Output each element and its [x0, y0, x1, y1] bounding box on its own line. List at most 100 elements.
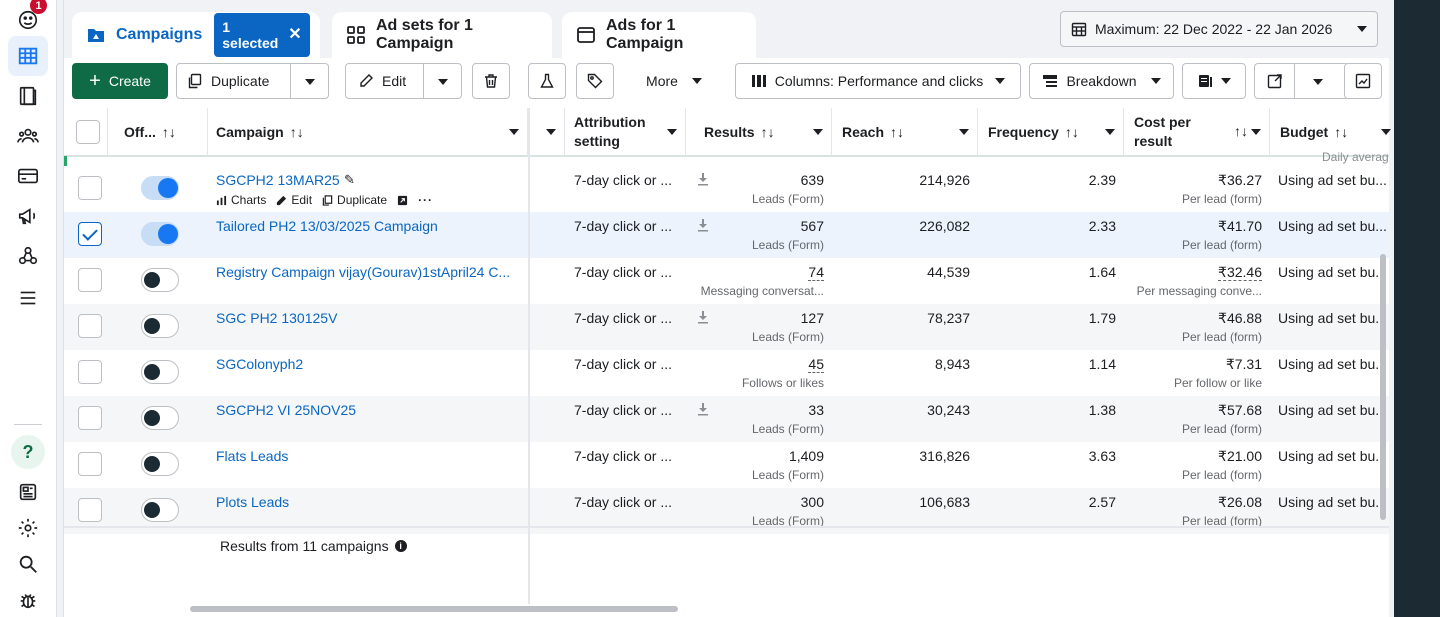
- row-checkbox[interactable]: [78, 406, 102, 430]
- edit-action[interactable]: Edit: [276, 193, 312, 207]
- campaign-name-link[interactable]: SGCPH2 13MAR25: [216, 172, 340, 188]
- ads-manager-table-button[interactable]: [8, 36, 48, 76]
- campaign-name-link[interactable]: Plots Leads: [216, 494, 290, 510]
- tags-button[interactable]: [576, 63, 614, 99]
- breakdown-button[interactable]: Breakdown: [1029, 63, 1174, 99]
- duplicate-split-button[interactable]: Duplicate: [176, 63, 329, 99]
- date-range-picker[interactable]: Maximum: 22 Dec 2022 - 22 Jan 2026: [1060, 11, 1378, 47]
- download-icon[interactable]: [697, 310, 709, 324]
- column-menu-icon[interactable]: [813, 129, 823, 135]
- campaign-toggle[interactable]: [141, 498, 179, 522]
- row-checkbox[interactable]: [78, 268, 102, 292]
- tab-ads[interactable]: Ads for 1 Campaign: [562, 12, 756, 58]
- header-attribution[interactable]: Attribution setting: [566, 108, 686, 156]
- download-icon[interactable]: [697, 172, 709, 186]
- column-menu-icon[interactable]: [509, 129, 519, 135]
- create-button[interactable]: + Create: [72, 63, 168, 99]
- horizontal-scrollbar[interactable]: [190, 606, 678, 612]
- campaign-name-link[interactable]: SGCPH2 VI 25NOV25: [216, 402, 357, 418]
- chevron-down-icon: [1150, 78, 1161, 84]
- export-split-button[interactable]: [1254, 63, 1349, 99]
- preview-action[interactable]: [397, 195, 408, 206]
- table-row[interactable]: SGCPH2 VI 25NOV25 7-day click or ... 33 Lea…: [64, 396, 1389, 442]
- info-icon[interactable]: i: [394, 540, 407, 552]
- search-button[interactable]: [8, 544, 48, 584]
- campaign-name-link[interactable]: Flats Leads: [216, 448, 289, 464]
- campaign-name-link[interactable]: Registry Campaign vijay(Gourav)1stApril2…: [216, 264, 511, 280]
- results-type: Leads (Form): [751, 330, 824, 344]
- row-checkbox[interactable]: [78, 498, 102, 522]
- billing-button[interactable]: [8, 156, 48, 196]
- campaign-toggle[interactable]: [141, 360, 179, 384]
- row-checkbox[interactable]: [78, 222, 102, 246]
- view-charts-button[interactable]: [1344, 63, 1382, 99]
- duplicate-dropdown-icon[interactable]: [305, 79, 315, 85]
- campaign-toggle[interactable]: [141, 314, 179, 338]
- column-menu-icon[interactable]: [1251, 129, 1261, 135]
- download-icon[interactable]: [697, 402, 709, 416]
- news-button[interactable]: [8, 472, 48, 512]
- duplicate-action[interactable]: Duplicate: [322, 193, 387, 207]
- tab-adsets[interactable]: Ad sets for 1 Campaign: [332, 12, 552, 58]
- campaign-name-link[interactable]: Tailored PH2 13/03/2025 Campaign: [216, 218, 438, 234]
- row-checkbox[interactable]: [78, 452, 102, 476]
- campaign-toggle[interactable]: [141, 406, 179, 430]
- edit-split-button[interactable]: Edit: [345, 63, 462, 99]
- table-row[interactable]: Tailored PH2 13/03/2025 Campaign 7-day cl…: [64, 212, 1389, 258]
- table-row[interactable]: Flats Leads 7-day click or ... 1,409 Leads …: [64, 442, 1389, 488]
- campaign-toggle[interactable]: [141, 176, 179, 200]
- export-dropdown-icon[interactable]: [1313, 79, 1323, 85]
- cost-per-result-type: Per lead (form): [1181, 238, 1262, 252]
- table-row[interactable]: SGC PH2 130125V 7-day click or ... 127 Lead…: [64, 304, 1389, 350]
- business-settings-button[interactable]: [8, 236, 48, 276]
- help-button[interactable]: ?: [11, 435, 45, 469]
- column-menu-icon[interactable]: [1105, 129, 1115, 135]
- campaigns-button[interactable]: [8, 196, 48, 236]
- columns-button[interactable]: Columns: Performance and clicks: [735, 63, 1021, 99]
- campaign-toggle[interactable]: [141, 452, 179, 476]
- report-bug-button[interactable]: [8, 580, 48, 617]
- all-tools-button[interactable]: [8, 278, 48, 318]
- row-checkbox[interactable]: [78, 176, 102, 200]
- results-number: 45: [808, 356, 824, 373]
- header-results[interactable]: Results ↑↓: [686, 108, 832, 156]
- table-row[interactable]: SGCPH2 13MAR25 ✎ Charts Edit Duplicate ··· 7-d…: [64, 166, 1389, 212]
- more-actions-icon[interactable]: ···: [418, 193, 434, 207]
- notifications-button[interactable]: 1: [8, 0, 48, 40]
- edit-dropdown-icon[interactable]: [438, 79, 448, 85]
- pages-button[interactable]: [8, 76, 48, 116]
- ab-test-button[interactable]: [528, 63, 566, 99]
- table-row[interactable]: Registry Campaign vijay(Gourav)1stApril2…: [64, 258, 1389, 304]
- header-frequency[interactable]: Frequency ↑↓: [978, 108, 1124, 156]
- audiences-button[interactable]: [8, 116, 48, 156]
- reports-button[interactable]: [1182, 63, 1246, 99]
- download-icon[interactable]: [697, 218, 709, 232]
- column-menu-icon[interactable]: [667, 129, 677, 135]
- campaign-toggle[interactable]: [141, 268, 179, 292]
- select-all-checkbox[interactable]: [76, 120, 100, 144]
- header-campaign[interactable]: Campaign ↑↓: [208, 108, 528, 156]
- row-checkbox[interactable]: [78, 360, 102, 384]
- header-reach[interactable]: Reach ↑↓: [832, 108, 978, 156]
- clear-selection-icon[interactable]: ✕: [288, 26, 302, 43]
- more-button[interactable]: More: [624, 63, 724, 99]
- vertical-scrollbar[interactable]: [1380, 254, 1386, 520]
- header-off-on[interactable]: Off... ↑↓: [108, 108, 208, 156]
- column-menu-icon[interactable]: [959, 129, 969, 135]
- cost-number: ₹7.31: [1225, 356, 1262, 372]
- header-cost-per-result[interactable]: Cost per result ↑↓: [1124, 108, 1270, 156]
- campaign-name-link[interactable]: SGColonyph2: [216, 356, 304, 372]
- delete-button[interactable]: [472, 63, 510, 99]
- table-row[interactable]: SGColonyph2 7-day click or ... 45 Follows o…: [64, 350, 1389, 396]
- header-budget[interactable]: Budget ↑↓: [1270, 108, 1391, 156]
- row-checkbox[interactable]: [78, 314, 102, 338]
- charts-action[interactable]: Charts: [216, 193, 266, 207]
- campaign-name-link[interactable]: SGC PH2 130125V: [216, 310, 338, 326]
- column-menu-icon[interactable]: [546, 129, 556, 135]
- pencil-icon[interactable]: ✎: [344, 172, 355, 187]
- settings-button[interactable]: [8, 508, 48, 548]
- tab-campaigns[interactable]: Campaigns 1 selected ✕: [72, 12, 320, 58]
- campaign-toggle[interactable]: [141, 222, 179, 246]
- column-menu-icon[interactable]: [1381, 129, 1391, 135]
- selected-chip[interactable]: 1 selected ✕: [214, 13, 310, 57]
